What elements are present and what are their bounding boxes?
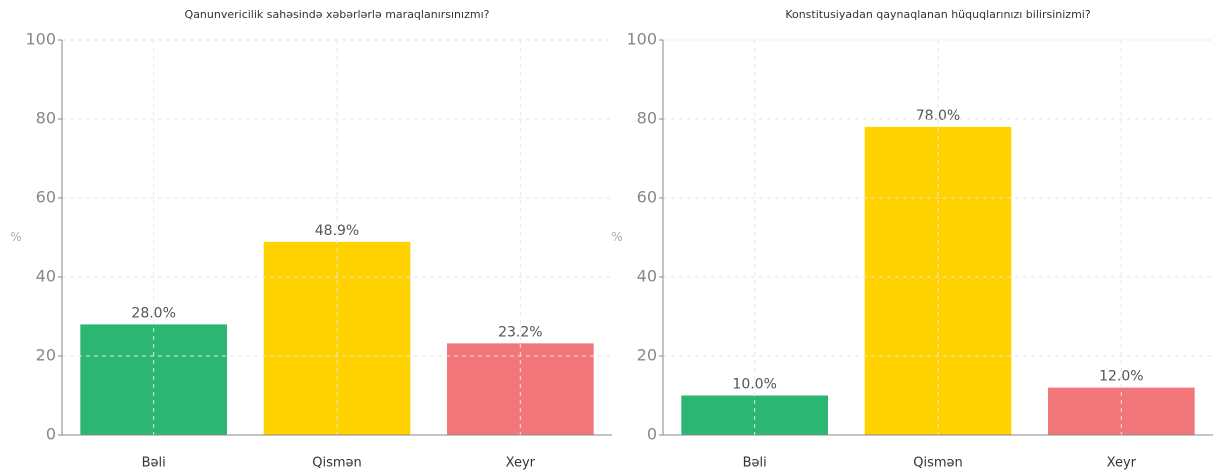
y-axis-label: % xyxy=(10,230,21,244)
y-tick-label: 20 xyxy=(36,346,56,365)
y-tick-label: 100 xyxy=(626,30,657,49)
y-tick-label: 40 xyxy=(637,267,657,286)
x-tick-label: Bəli xyxy=(142,456,166,471)
y-tick-label: 60 xyxy=(637,188,657,207)
y-tick-label: 80 xyxy=(36,109,56,128)
y-tick-label: 0 xyxy=(647,425,657,444)
y-tick-label: 40 xyxy=(36,267,56,286)
x-tick-label: Qismən xyxy=(312,456,362,471)
chart-title: Qanunvericilik sahəsində xəbərlərlə mara… xyxy=(185,8,490,21)
x-tick-label: Xeyr xyxy=(506,456,536,471)
y-tick-label: 60 xyxy=(36,188,56,207)
y-axis-label: % xyxy=(611,230,622,244)
x-tick-label: Qismən xyxy=(913,456,963,471)
x-tick-label: Xeyr xyxy=(1107,456,1137,471)
y-tick-label: 80 xyxy=(637,109,657,128)
value-label: 23.2% xyxy=(498,324,542,340)
bar xyxy=(447,343,594,435)
x-tick-label: Bəli xyxy=(743,456,767,471)
y-tick-label: 20 xyxy=(637,346,657,365)
y-tick-label: 0 xyxy=(46,425,56,444)
chart-title: Konstitusiyadan qaynaqlanan hüquqlarınız… xyxy=(785,8,1091,21)
value-label: 48.9% xyxy=(315,223,359,239)
y-tick-label: 100 xyxy=(25,30,56,49)
